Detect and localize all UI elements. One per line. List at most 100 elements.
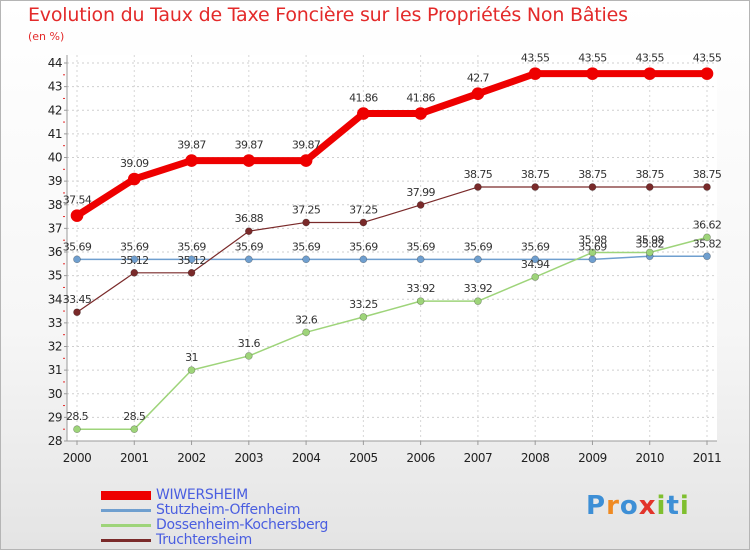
data-label: 43.55 [635,52,664,65]
data-label: 35.69 [521,240,550,253]
data-point [245,227,253,236]
data-label: 37.25 [292,203,321,216]
legend-label: WIWERSHEIM [156,487,248,503]
data-point [357,107,370,120]
data-label: 31.6 [238,337,261,350]
y-tick-label: 42 [48,103,62,117]
data-label: 35.69 [120,240,149,253]
data-point [414,107,427,120]
data-label: 35.69 [578,240,607,253]
x-tick-label: 2001 [120,451,149,465]
x-tick-label: 2004 [292,451,321,465]
x-tick-label: 2006 [406,451,435,465]
data-label: 39.87 [235,139,264,152]
data-point [645,248,654,257]
legend-swatch [101,490,151,500]
data-label: 32.6 [295,313,318,326]
y-tick-label: 37 [48,221,62,235]
data-label: 35.69 [464,240,493,253]
data-label: 35.69 [235,240,264,253]
y-tick-label: 32 [48,340,62,354]
data-point [359,255,368,264]
x-tick-label: 2005 [349,451,378,465]
data-point [73,308,81,317]
logo-letter: r [606,491,620,521]
data-point [185,154,198,167]
y-tick-label: 30 [48,387,62,401]
y-tick-label: 28 [48,434,62,448]
chart-title: Evolution du Taux de Taxe Foncière sur l… [28,4,628,26]
data-point [242,154,256,167]
data-label: 39.09 [120,157,149,170]
data-label: 39.87 [177,139,206,152]
data-label: 38.75 [464,168,493,181]
x-tick-label: 2011 [693,451,722,465]
data-label: 33.92 [406,282,435,295]
data-label: 33.92 [464,282,493,295]
data-point [245,352,253,360]
data-label: 35.69 [63,240,92,253]
data-label: 35.69 [406,240,435,253]
y-tick-label: 35 [48,269,62,283]
data-point [299,154,313,167]
x-tick-label: 2002 [177,451,206,465]
data-point [416,255,425,264]
logo-letter: x [638,491,657,521]
y-tick-label: 36 [48,245,62,259]
data-label: 41.86 [406,92,435,105]
legend-label: Stutzheim-Offenheim [156,502,301,518]
plot-area [67,55,717,441]
x-tick-label: 2007 [464,451,493,465]
data-point [130,255,139,264]
data-point [474,183,482,191]
proxiti-logo: Proxiti [586,491,690,521]
data-label: 36.88 [235,212,264,225]
y-tick-label: 33 [48,316,62,330]
y-tick-label: 44 [48,56,62,70]
x-tick-label: 2000 [63,451,92,465]
data-point [359,313,368,321]
y-tick-label: 43 [48,80,62,94]
y-tick-label: 29 [48,410,62,424]
y-tick-label: 40 [48,151,62,165]
data-label: 28.5 [123,410,146,423]
data-point [531,183,539,191]
data-point [703,233,711,242]
data-label: 43.55 [693,52,722,65]
data-point [703,252,711,261]
data-point [302,328,310,337]
x-tick-label: 2009 [578,451,607,465]
data-label: 37.25 [349,203,378,216]
data-point [130,425,139,433]
data-label: 43.55 [578,52,607,65]
series-line-0 [73,70,711,220]
data-point [643,67,657,80]
data-point [531,273,539,281]
data-label: 35.69 [349,240,378,253]
data-point [416,201,425,209]
logo-letter: i [679,491,690,521]
data-label: 35.82 [693,237,722,250]
data-point [187,268,196,277]
data-label: 33.45 [63,293,92,306]
data-label: 35.12 [120,254,149,267]
data-point [586,67,599,80]
series-line-1 [76,255,708,261]
legend-swatch [101,538,151,542]
logo-letter: P [586,491,607,521]
data-label: 38.75 [693,168,722,181]
data-label: 35.82 [635,237,664,250]
data-label: 35.98 [578,233,607,246]
data-label: 33.25 [349,298,378,311]
data-point [73,255,81,264]
data-point [700,67,714,80]
y-tick-label: 38 [48,198,62,212]
data-point [588,248,597,257]
legend-swatch [101,508,151,512]
data-point [359,218,368,227]
y-tick-label: 34 [48,292,62,306]
data-point [588,255,597,264]
legend-label: Truchtersheim [156,532,252,548]
data-point [703,183,711,191]
